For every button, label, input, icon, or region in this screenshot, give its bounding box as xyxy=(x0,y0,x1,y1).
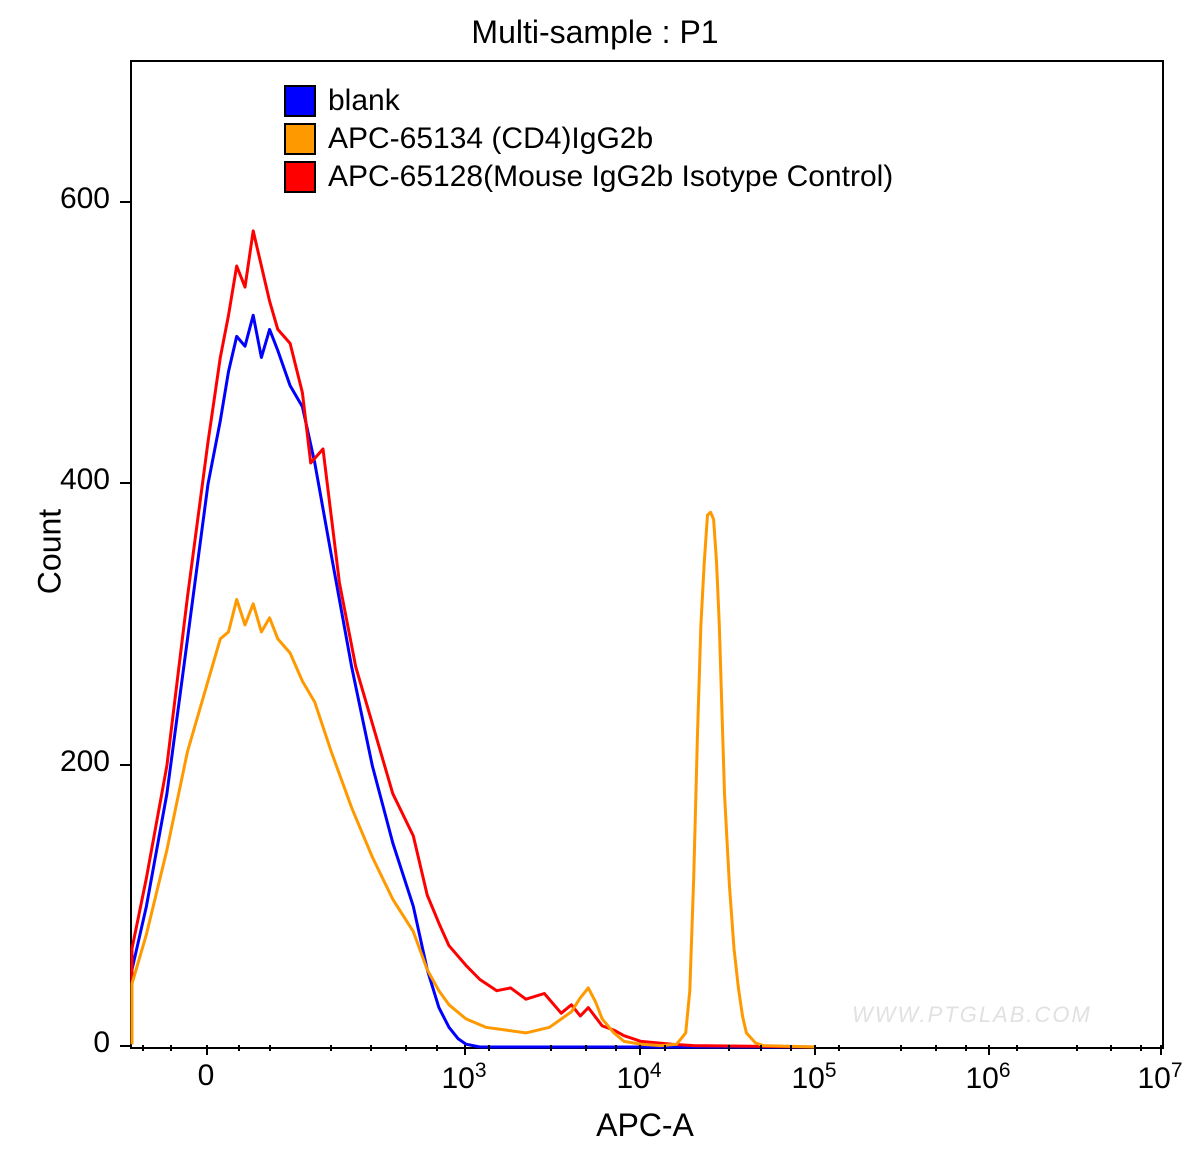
x-minor-tick xyxy=(900,1045,902,1051)
series-svg xyxy=(132,62,1162,1047)
x-minor-tick xyxy=(838,1045,840,1051)
x-tick xyxy=(639,1045,641,1055)
y-axis-label: Count xyxy=(32,491,69,611)
x-tick xyxy=(988,1045,990,1055)
x-tick xyxy=(1160,1045,1162,1055)
x-minor-tick xyxy=(269,1045,271,1051)
x-tick-label: 105 xyxy=(774,1059,854,1096)
plot-area: blank APC-65134 (CD4)IgG2b APC-65128(Mouse… xyxy=(130,60,1164,1049)
x-minor-tick xyxy=(1076,1045,1078,1051)
x-minor-tick xyxy=(664,1045,666,1051)
chart-title: Multi-sample : P1 xyxy=(0,14,1190,51)
x-minor-tick xyxy=(142,1045,144,1051)
x-minor-tick xyxy=(728,1045,730,1051)
y-tick-label: 400 xyxy=(40,463,110,497)
x-tick xyxy=(206,1045,208,1055)
legend-swatch xyxy=(284,123,316,155)
x-tick-label: 104 xyxy=(599,1059,679,1096)
legend-label: APC-65128(Mouse IgG2b Isotype Control) xyxy=(328,160,893,194)
x-minor-tick xyxy=(790,1045,792,1051)
legend-label: APC-65134 (CD4)IgG2b xyxy=(328,122,653,156)
y-tick xyxy=(120,482,130,484)
x-minor-tick xyxy=(935,1045,937,1051)
chart-container: Multi-sample : P1 blank APC-65134 (CD4)Ig… xyxy=(0,0,1190,1168)
x-minor-tick xyxy=(550,1045,552,1051)
y-tick xyxy=(120,201,130,203)
x-tick-label: 107 xyxy=(1120,1059,1190,1096)
x-minor-tick xyxy=(330,1045,332,1051)
legend-item: APC-65128(Mouse IgG2b Isotype Control) xyxy=(284,160,893,194)
x-minor-tick xyxy=(170,1045,172,1051)
x-axis-label: APC-A xyxy=(130,1107,1160,1144)
x-tick-label: 106 xyxy=(948,1059,1028,1096)
y-tick xyxy=(120,1045,130,1047)
x-tick xyxy=(814,1045,816,1055)
legend-item: APC-65134 (CD4)IgG2b xyxy=(284,122,893,156)
x-minor-tick xyxy=(488,1045,490,1051)
y-tick-label: 600 xyxy=(40,182,110,216)
legend-item: blank xyxy=(284,84,893,118)
x-tick-label: 103 xyxy=(424,1059,504,1096)
legend: blank APC-65134 (CD4)IgG2b APC-65128(Mouse… xyxy=(284,84,893,198)
x-minor-tick xyxy=(585,1045,587,1051)
legend-label: blank xyxy=(328,84,400,118)
x-minor-tick xyxy=(760,1045,762,1051)
x-minor-tick xyxy=(615,1045,617,1051)
x-tick xyxy=(464,1045,466,1055)
x-tick-label: 0 xyxy=(166,1059,246,1093)
x-minor-tick xyxy=(1016,1045,1018,1051)
x-minor-tick xyxy=(965,1045,967,1051)
series-isotype_control xyxy=(132,231,816,1047)
y-tick-label: 0 xyxy=(40,1026,110,1060)
x-minor-tick xyxy=(405,1045,407,1051)
x-minor-tick xyxy=(1140,1045,1142,1051)
legend-swatch xyxy=(284,85,316,117)
series-cd4 xyxy=(132,512,816,1047)
series-blank xyxy=(132,315,816,1047)
y-tick xyxy=(120,764,130,766)
x-minor-tick xyxy=(370,1045,372,1051)
legend-swatch xyxy=(284,161,316,193)
y-tick-label: 200 xyxy=(40,745,110,779)
x-minor-tick xyxy=(1110,1045,1112,1051)
x-minor-tick xyxy=(238,1045,240,1051)
x-minor-tick xyxy=(436,1045,438,1051)
